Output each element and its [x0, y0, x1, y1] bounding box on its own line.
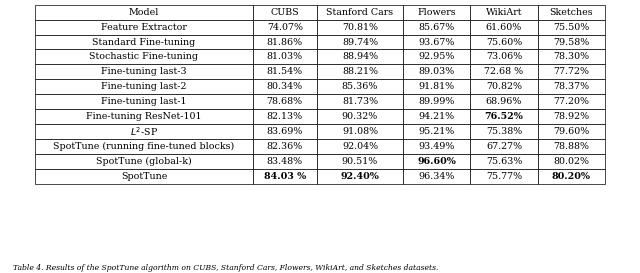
Text: Table 4. Results of the SpotTune algorithm on CUBS, Stanford Cars, Flowers, Wiki: Table 4. Results of the SpotTune algorit… [13, 264, 438, 272]
